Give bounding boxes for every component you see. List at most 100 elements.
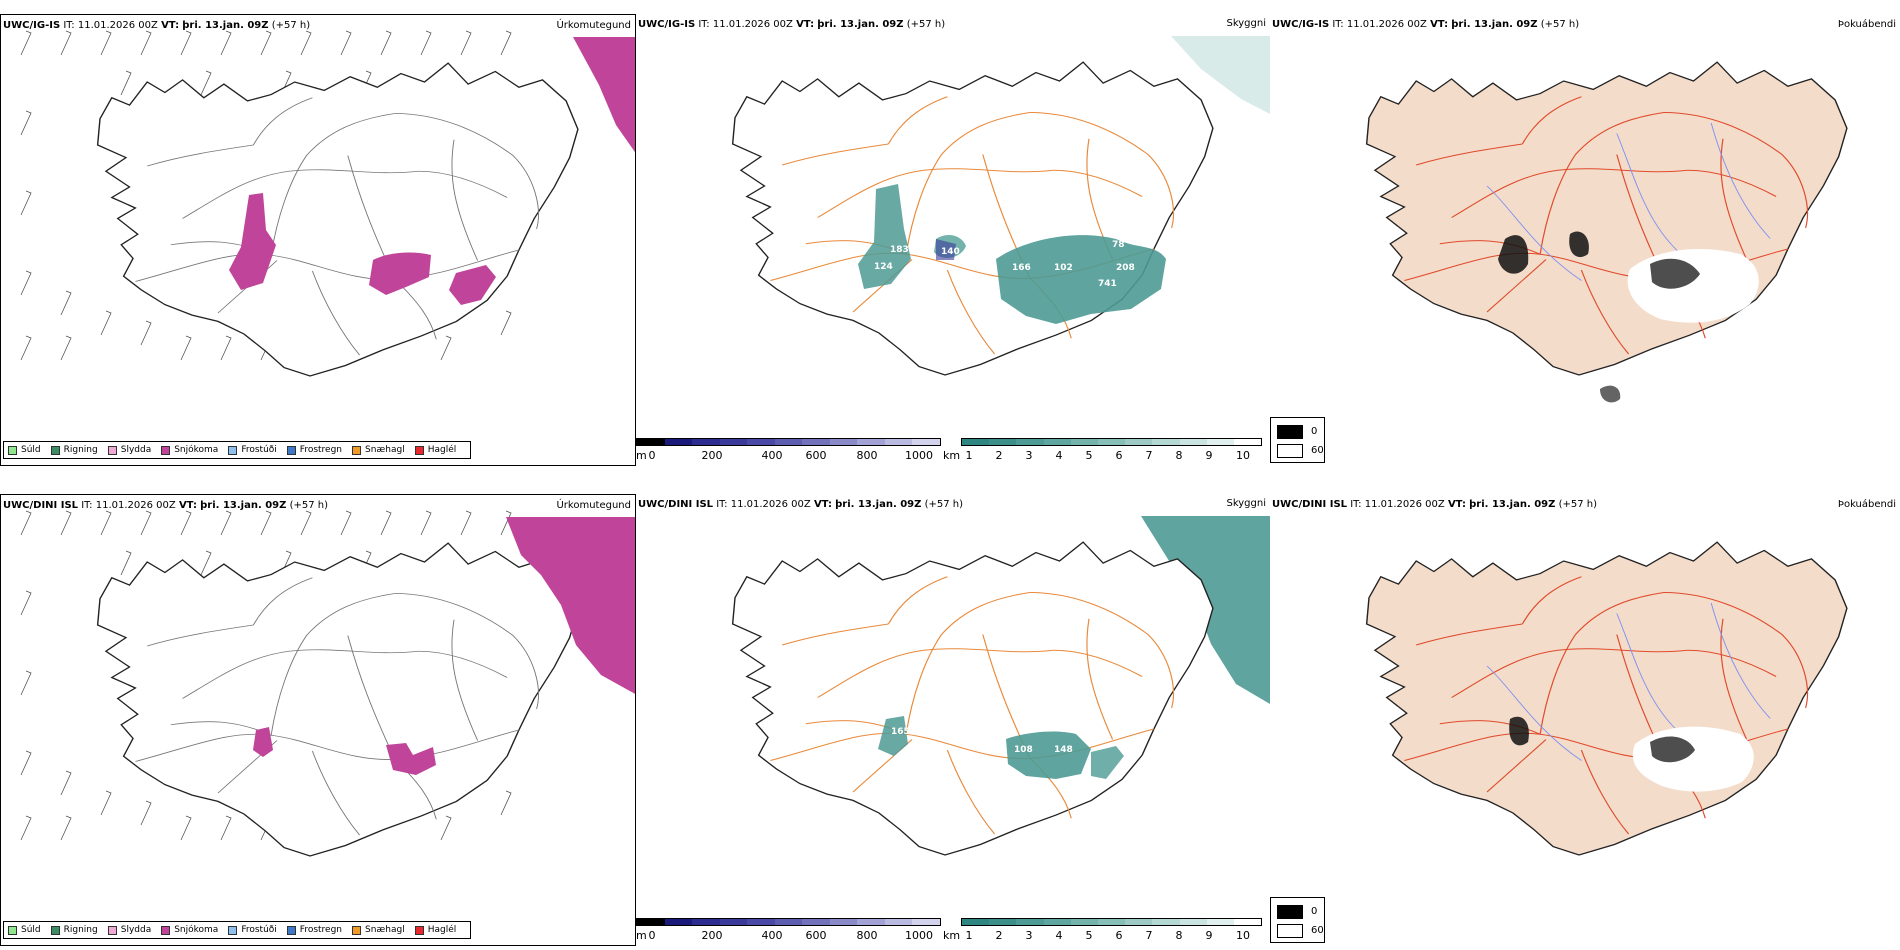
legend-swatch xyxy=(352,925,362,935)
colorbar-segment xyxy=(692,439,720,445)
colorbar-segment xyxy=(1206,919,1234,925)
fog-title-top: Þokuábendi xyxy=(1837,19,1896,30)
legend-label: Súld xyxy=(21,445,41,455)
colorbar-segment xyxy=(802,439,830,445)
model-name: UWC/DINI ISL xyxy=(638,499,714,510)
colorbar-segment xyxy=(1233,439,1262,445)
colorbar-segment xyxy=(1179,439,1207,445)
legend-label: Slydda xyxy=(120,445,152,455)
fog-panel-bottom: UWC/DINI ISL IT: 11.01.2026 00Z VT: þri.… xyxy=(1270,494,1900,946)
legend-label: Rigning xyxy=(63,445,98,455)
vt-label: VT: xyxy=(1430,19,1449,30)
vt-value: þri. 13.jan. 09Z xyxy=(1469,499,1556,510)
lead-time: (+57 h) xyxy=(906,19,946,30)
colorbar-segment xyxy=(774,439,803,445)
iceland-coastline xyxy=(96,542,579,857)
vis-label: 102 xyxy=(1054,263,1073,273)
snow-area-ne xyxy=(506,517,635,694)
legend-swatch xyxy=(50,925,60,935)
colorbar-tick: 9 xyxy=(1205,929,1213,942)
colorbar-tick: 1 xyxy=(965,449,973,462)
colorbar-tick: 7 xyxy=(1145,449,1153,462)
colorbar-segment xyxy=(829,919,858,925)
legend-label: Frostúði xyxy=(241,925,277,935)
legend-item: Frostregn xyxy=(286,925,343,935)
elevation-marker xyxy=(936,239,956,260)
colorbar-segment xyxy=(884,919,913,925)
fog-area-south xyxy=(1600,385,1621,403)
vis-colorbar-bottom: km 1 2 3 4 5 6 7 8 9 10 xyxy=(943,918,1270,946)
legend-swatch xyxy=(8,445,17,455)
colorbar-tick: 7 xyxy=(1145,929,1153,942)
legend-label: Haglél xyxy=(427,445,457,455)
it-value: 11.01.2026 00Z xyxy=(1364,499,1445,510)
visibility-map-bottom: 165 108 148 xyxy=(731,516,1270,856)
fog-legend-dark-label: 0 xyxy=(1311,426,1318,437)
it-label: IT: xyxy=(81,500,93,511)
colorbar-segment xyxy=(1152,439,1180,445)
colorbar-segment xyxy=(1070,919,1098,925)
vt-label: VT: xyxy=(1447,499,1466,510)
fog-title-bottom: Þokuábendi xyxy=(1837,499,1896,510)
colorbar-tick: 1 xyxy=(965,929,973,942)
colorbar-segment xyxy=(1206,439,1234,445)
legend-item: Snjókoma xyxy=(161,445,218,455)
it-value: 11.01.2026 00Z xyxy=(1346,19,1427,30)
lead-time: (+57 h) xyxy=(289,500,329,511)
vt-value: þri. 13.jan. 09Z xyxy=(182,20,269,31)
river-network xyxy=(1486,602,1771,761)
colorbar-tick: 5 xyxy=(1085,929,1093,942)
colorbar-tick: 1000 xyxy=(905,449,933,462)
height-unit: m xyxy=(636,929,647,942)
snow-area-west xyxy=(229,193,276,290)
colorbar-segment xyxy=(829,439,858,445)
lead-time: (+57 h) xyxy=(271,20,311,31)
colorbar-tick: 800 xyxy=(856,929,878,942)
colorbar-segment xyxy=(1125,919,1153,925)
it-label: IT: xyxy=(698,19,710,30)
iceland-coastline xyxy=(96,62,579,377)
precip-legend-bottom: Súld Rigning Slydda Snjókoma Frostúði Fr… xyxy=(3,921,472,939)
vis-label: 208 xyxy=(1116,263,1135,273)
vis-label: 124 xyxy=(874,262,893,272)
fog-legend-light-swatch xyxy=(1277,444,1303,458)
model-name: UWC/IG-IS xyxy=(1272,19,1330,30)
visibility-title-bottom: Skyggni xyxy=(1226,498,1266,509)
colorbar-segment xyxy=(747,439,775,445)
height-colorbar-top: m 0 200 400 600 800 1000 xyxy=(636,438,941,466)
colorbar-segment xyxy=(719,439,748,445)
snow-area-west xyxy=(253,727,273,757)
legend-item: Haglél xyxy=(414,925,456,935)
colorbar-segment xyxy=(692,919,720,925)
visibility-header-top: UWC/IG-IS IT: 11.01.2026 00Z VT: þri. 13… xyxy=(638,19,945,30)
snow-area-center xyxy=(369,252,431,295)
iceland-coastline xyxy=(731,61,1214,376)
legend-label: Frostregn xyxy=(299,925,343,935)
colorbar-segment xyxy=(664,919,693,925)
fog-legend-top: 0 60 xyxy=(1270,417,1325,463)
legend-label: Slydda xyxy=(120,925,152,935)
legend-item: Rigning xyxy=(50,925,98,935)
snow-area-center xyxy=(386,743,436,775)
legend-label: Frostúði xyxy=(241,445,277,455)
colorbar-segment xyxy=(1179,919,1207,925)
fog-legend-light-label: 60 xyxy=(1311,925,1324,936)
fog-map-top xyxy=(1365,61,1848,403)
legend-swatch xyxy=(107,925,117,935)
fog-area-west xyxy=(1498,235,1529,274)
vt-value: þri. 13.jan. 09Z xyxy=(200,500,287,511)
colorbar-segment xyxy=(962,439,990,445)
colorbar-segment xyxy=(912,439,941,445)
legend-swatch xyxy=(228,445,238,455)
legend-label: Snæhagl xyxy=(365,925,405,935)
lead-time: (+57 h) xyxy=(1558,499,1598,510)
colorbar-tick: 4 xyxy=(1055,449,1063,462)
snow-area-ne xyxy=(573,37,635,153)
fog-panel-top: UWC/IG-IS IT: 11.01.2026 00Z VT: þri. 13… xyxy=(1270,14,1900,466)
height-colorbar-swatches xyxy=(636,918,941,926)
height-colorbar-bottom: m 0 200 400 600 800 1000 xyxy=(636,918,941,946)
colorbar-segment xyxy=(664,439,693,445)
precip-type-panel-bottom: UWC/DINI ISL IT: 11.01.2026 00Z VT: þri.… xyxy=(0,494,636,946)
colorbar-tick: 600 xyxy=(805,449,827,462)
fog-legend-dark-swatch xyxy=(1277,425,1303,439)
